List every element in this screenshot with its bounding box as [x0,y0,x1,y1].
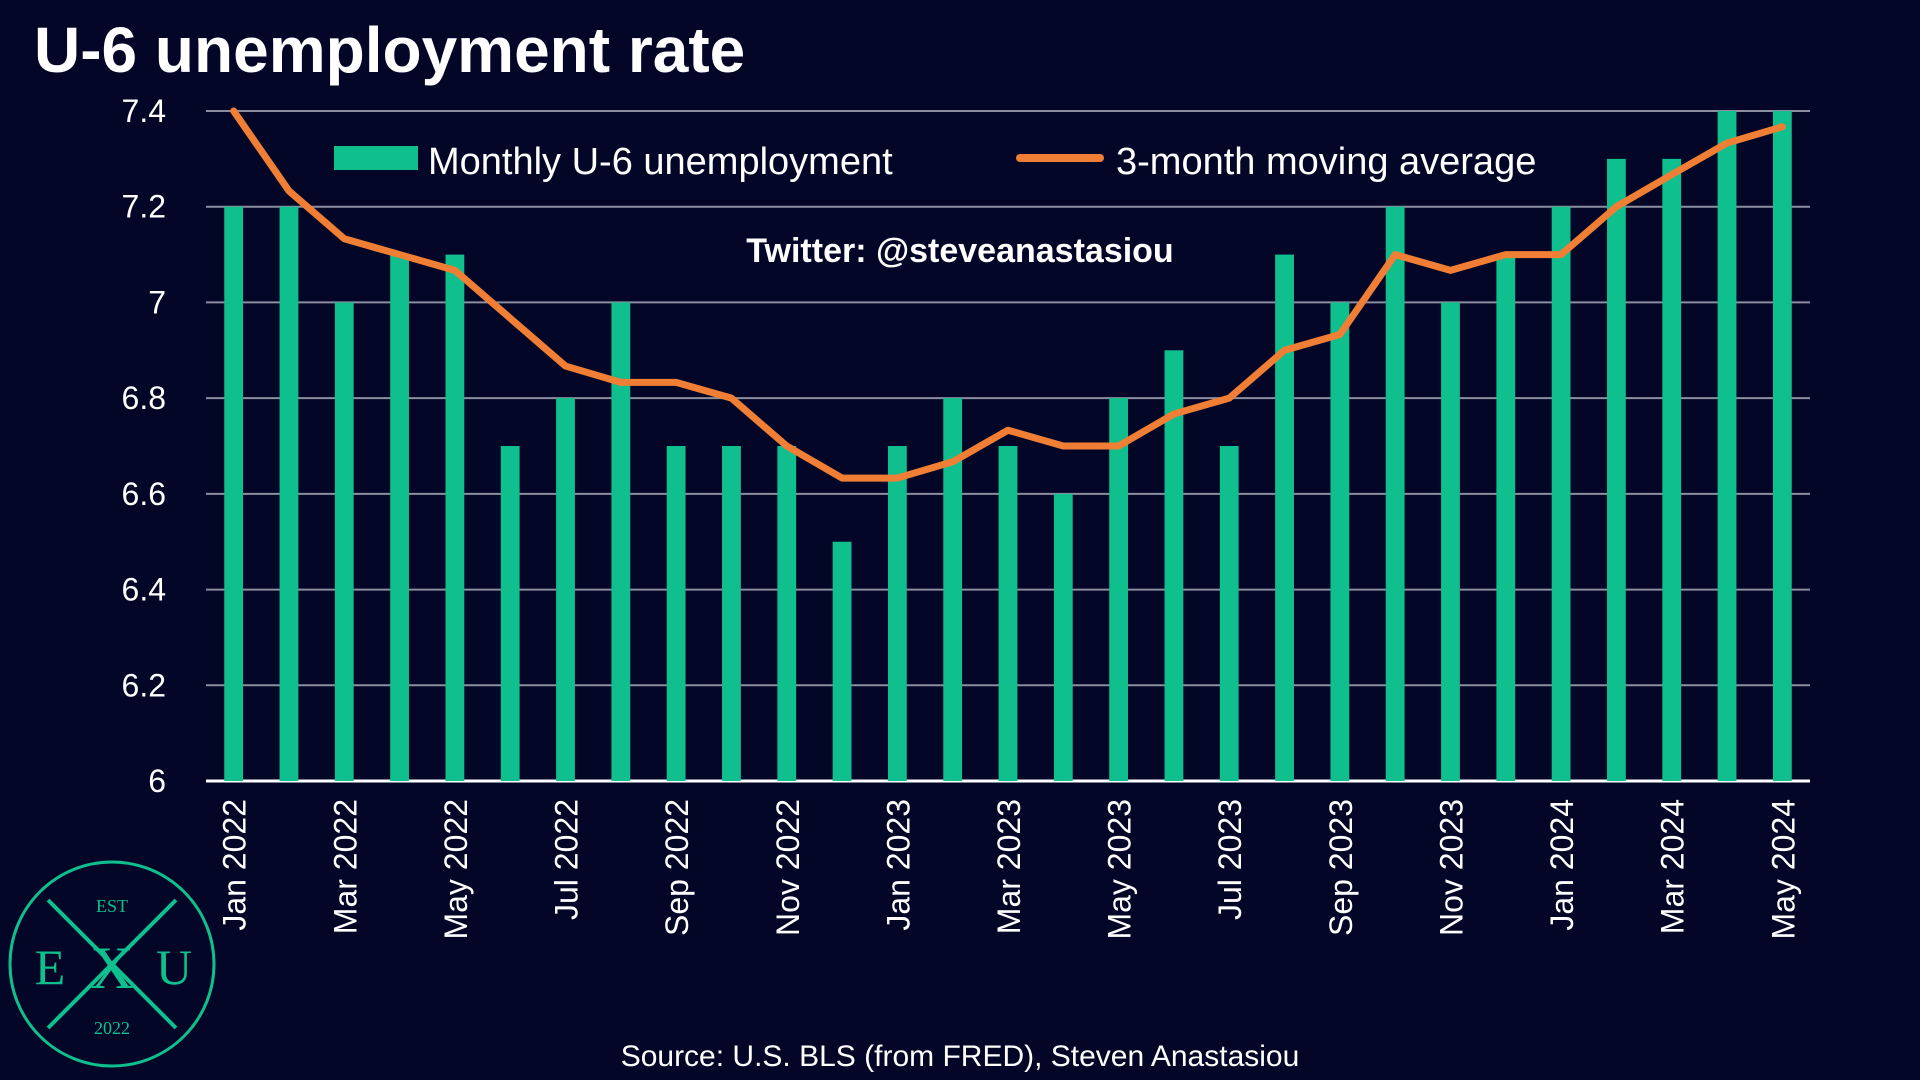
bar [556,398,575,781]
bar [611,302,631,781]
bar [224,206,244,781]
y-tick-label: 7.2 [122,189,166,225]
x-tick-label: Nov 2023 [1433,799,1469,936]
bar [1385,206,1405,781]
gridlines [206,110,1810,783]
x-axis-ticks: Jan 2022 Mar 2022 May 2022 Jul 2022 Sep 2022… [217,799,1802,940]
bar [1607,158,1626,781]
bar [777,446,797,781]
y-axis-ticks: 6 6.2 6.4 6.6 6.8 7 7.2 7.4 [122,93,166,799]
bar [1717,111,1737,781]
x-tick-label: Jul 2022 [549,799,585,920]
logo-year: 2022 [94,1018,130,1038]
bar [500,446,520,781]
x-tick-label: Jan 2024 [1544,799,1580,931]
source-note: Source: U.S. BLS (from FRED), Steven Ana… [621,1040,1300,1073]
logo-letter-u: U [156,939,192,995]
chart-title: U-6 unemployment rate [34,14,745,86]
exu-logo: EST E X U 2022 [8,860,216,1068]
bar [279,206,299,781]
y-tick-label: 7 [148,284,166,320]
bar [1330,302,1350,781]
x-tick-label: May 2024 [1765,799,1801,940]
line-series [230,107,1786,482]
bar [998,446,1018,781]
y-tick-label: 6 [148,763,166,799]
x-tick-label: Mar 2022 [327,799,363,934]
bar [943,398,963,781]
x-tick-label: Nov 2022 [770,799,806,936]
y-tick-label: 6.6 [122,476,166,512]
y-tick-label: 7.4 [122,93,166,129]
bar [832,541,852,781]
bar [1551,206,1571,781]
bar [1219,446,1239,781]
bar [1496,254,1516,782]
bar [1275,254,1294,782]
bar [887,446,907,781]
bar [1109,398,1129,781]
x-tick-label: Sep 2022 [659,799,695,936]
x-tick-label: May 2023 [1102,799,1138,940]
bar [1053,493,1073,781]
x-tick-label: Mar 2023 [991,799,1027,934]
x-tick-label: Mar 2024 [1655,799,1691,934]
logo-cross-icon-2 [46,898,178,1030]
logo-letter-e: E [35,939,66,995]
legend-label-line: 3-month moving average [1116,141,1536,183]
bar [1441,302,1460,781]
logo-est: EST [96,896,128,916]
bar [1772,111,1792,781]
legend-swatch-bars [334,146,418,170]
bar [445,254,465,782]
x-tick-label: May 2022 [438,799,474,940]
bar [722,446,741,781]
bar-series [224,111,1792,782]
x-tick-label: Jul 2023 [1212,799,1248,920]
bar [390,254,409,782]
legend: Monthly U-6 unemployment 3-month moving … [334,141,1536,183]
logo-ring-icon [8,860,216,1068]
bar [666,446,686,781]
bar [1164,350,1184,781]
x-tick-label: Jan 2022 [217,799,253,931]
bar [334,302,354,781]
x-tick-label: Sep 2023 [1323,799,1359,936]
y-tick-label: 6.8 [122,380,166,416]
logo-letter-x: X [90,935,133,1001]
legend-label-bars: Monthly U-6 unemployment [428,141,893,183]
y-tick-label: 6.4 [122,572,166,608]
x-tick-label: Jan 2023 [880,799,916,931]
bar [1662,158,1682,781]
twitter-watermark: Twitter: @steveanastasiou [746,232,1173,270]
y-tick-label: 6.2 [122,667,166,703]
